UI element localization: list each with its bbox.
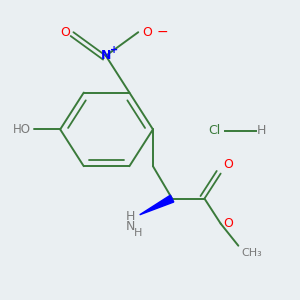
- Text: HO: HO: [13, 123, 31, 136]
- Text: +: +: [110, 46, 118, 56]
- Text: O: O: [142, 26, 152, 39]
- Text: O: O: [60, 26, 70, 39]
- Text: Cl: Cl: [209, 124, 221, 137]
- Text: N: N: [100, 49, 111, 62]
- Text: O: O: [223, 217, 233, 230]
- Text: −: −: [157, 25, 168, 39]
- Text: N: N: [126, 220, 135, 233]
- Text: H: H: [134, 228, 143, 238]
- Text: O: O: [224, 158, 233, 171]
- Text: H: H: [126, 210, 135, 223]
- Polygon shape: [140, 195, 174, 215]
- Text: CH₃: CH₃: [241, 248, 262, 258]
- Text: H: H: [257, 124, 267, 137]
